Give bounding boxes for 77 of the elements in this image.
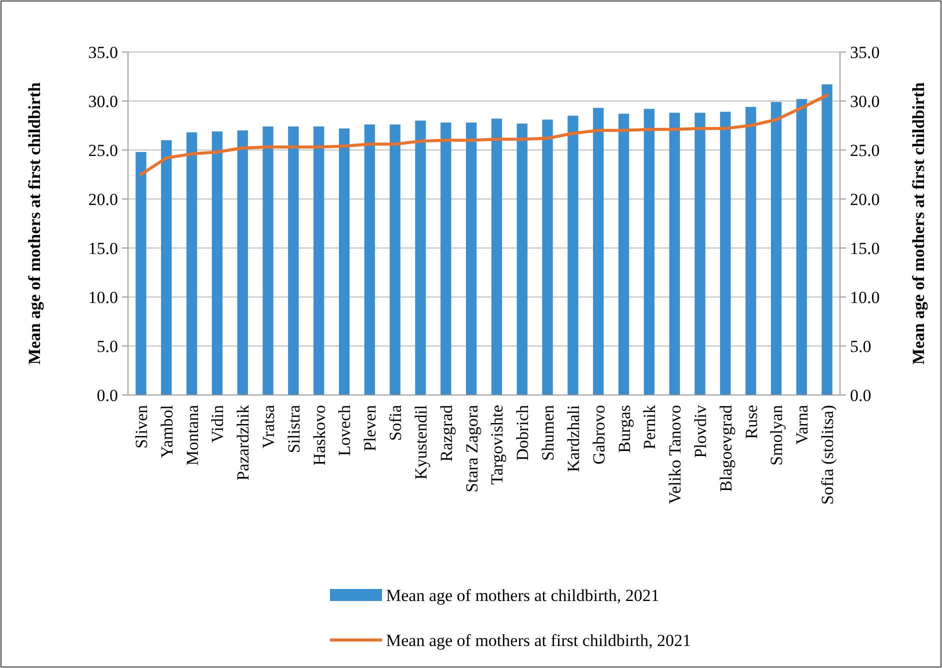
bar [161,140,172,395]
x-tick-label: Shumen [538,404,558,461]
x-tick-label: Dobrich [513,404,532,461]
x-tick-label: Veliko Tanovo [666,405,685,504]
bar [390,124,400,395]
y-axis-title: Mean age of mothers at first childbirth [25,82,44,365]
bar [669,112,680,395]
bar [593,108,604,395]
bar [288,126,299,395]
y-tick-label: 10.0 [88,288,118,307]
y2-tick-label: 15.0 [850,238,880,258]
x-tick-label: Montana [182,404,202,466]
x-tick-label: Stara Zagora [462,404,482,492]
y2-tick-label: 20.0 [850,190,880,209]
x-tick-label: Plovdiv [690,404,710,458]
y-tick-label: 35.0 [88,42,118,62]
x-tick-label: Lovech [335,404,354,456]
x-tick-label: Gabrovo [589,405,608,464]
bar [618,114,630,395]
x-tick-label: Pernik [640,404,660,450]
y-tick-label: 5.0 [96,336,118,356]
bar [694,112,706,395]
bar [745,106,756,395]
x-tick-label: Ruse [742,405,761,439]
x-tick-label: Pazardzhik [234,404,253,481]
bar [466,122,477,395]
y-tick-label: 0.0 [96,386,118,405]
bar [237,130,248,395]
x-tick-label: Burgas [614,405,634,453]
x-tick-label: Kardzhali [564,404,583,472]
bar [313,126,324,395]
x-tick-label: Vratsa [259,404,278,448]
x-tick-label: Smolyan [767,404,786,466]
x-tick-label: Sliven [132,404,151,448]
x-tick-label: Haskovo [310,405,329,466]
bar [796,99,807,395]
x-tick-label: Varna [792,404,812,445]
bar [491,118,502,395]
y2-tick-label: 0.0 [850,386,872,405]
x-tick-label: Kyustendil [411,404,430,480]
x-tick-label: Pleven [360,404,380,452]
x-tick-label: Yambol [157,404,176,458]
y2-tick-label: 25.0 [850,140,880,160]
bar [262,126,274,395]
bar [364,124,375,395]
bar [770,102,782,395]
x-tick-label: Vidin [208,404,228,443]
x-tick-label: Sofia (stolitsa) [818,405,838,505]
bar [822,84,832,395]
bar [542,120,553,395]
y-tick-label: 15.0 [88,238,118,258]
y-tick-label: 30.0 [88,92,118,111]
y2-tick-label: 35.0 [850,42,880,62]
y2-tick-label: 30.0 [850,92,880,111]
x-tick-label: Sofia [386,404,406,441]
y2-axis-title: Mean age of mothers at first childbirth [909,82,928,365]
x-tick-label: Silistra [284,404,304,454]
legend-label: Mean age of mothers at childbirth, 2021 [386,586,660,605]
x-tick-label: Razgrad [436,404,456,462]
y-tick-label: 25.0 [88,140,118,160]
line-series [139,94,829,176]
bar [186,132,198,395]
bar [720,112,731,395]
bar [212,131,223,395]
bar [136,152,146,395]
bar [415,120,426,395]
y-tick-label: 20.0 [88,190,118,209]
bar [568,116,578,395]
y2-tick-label: 5.0 [850,336,872,356]
bar [516,124,528,395]
x-tick-label: Targovishte [488,405,507,485]
x-tick-label: Blagoevgrad [716,404,736,492]
legend-label: Mean age of mothers at first childbirth, 2021 [386,630,691,650]
bar [440,122,452,395]
bar [644,108,655,395]
y2-tick-label: 10.0 [850,288,880,307]
bar [338,128,350,395]
